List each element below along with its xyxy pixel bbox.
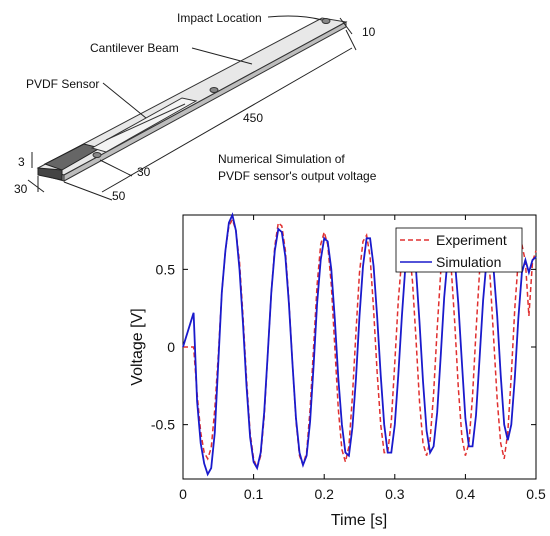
- dim-width-label: 10: [362, 25, 376, 39]
- dim-length-label: 450: [243, 111, 263, 125]
- x-tick-label: 0.1: [244, 486, 264, 502]
- y-tick-label: -0.5: [151, 417, 175, 433]
- clamp-front: [37, 167, 63, 181]
- x-tick-label: 0.3: [385, 486, 405, 502]
- dim-clamp-width-label: 30: [14, 182, 28, 196]
- legend-box: [395, 227, 523, 273]
- dim-clamp-width-line: [27, 179, 45, 193]
- y-tick-label: 0: [167, 339, 175, 355]
- cantilever-beam-label: Cantilever Beam: [90, 41, 179, 55]
- x-tick-label: 0.2: [314, 486, 334, 502]
- dim-clamp-length-label: 50: [112, 189, 126, 203]
- sensor-edge: [105, 103, 186, 141]
- y-axis-label: Voltage [V]: [129, 308, 146, 385]
- x-tick-label: 0.4: [456, 486, 476, 502]
- beam-hole-1: [92, 152, 102, 158]
- series-group: [182, 212, 537, 477]
- beam-leader: [191, 47, 253, 65]
- legend: Experiment Simulation: [395, 227, 523, 273]
- dim-sensor-offset-label: 30: [137, 165, 151, 179]
- legend-label-experiment: Experiment: [436, 232, 507, 248]
- impact-location-label: Impact Location: [177, 11, 262, 25]
- series-line-simulation: [182, 212, 537, 477]
- dim-length-line: [101, 47, 353, 193]
- pvdf-sensor: [90, 97, 198, 153]
- x-tick-label: 0.5: [526, 486, 546, 502]
- series-line-experiment: [183, 217, 537, 471]
- voltage-chart: 0 0.1 0.2 0.3 0.4 0.5 0.5 0 -0.5 Time [s] Volta…: [129, 212, 546, 529]
- y-tick-label: 0.5: [156, 261, 176, 277]
- dim-clamp-length-line: [63, 181, 113, 201]
- dim-width-line: [339, 17, 353, 35]
- x-axis: 0 0.1 0.2 0.3 0.4 0.5: [179, 215, 546, 502]
- pvdf-sensor-label: PVDF Sensor: [26, 77, 99, 91]
- caption-line-2: PVDF sensor's output voltage: [218, 169, 377, 183]
- dim-sensor-offset-line: [99, 159, 133, 177]
- legend-label-simulation: Simulation: [436, 254, 501, 270]
- dim-thickness-label: 3: [18, 155, 25, 169]
- cantilever-diagram: Impact Location Cantilever Beam PVDF Sen…: [14, 11, 377, 203]
- x-axis-label: Time [s]: [331, 512, 387, 529]
- x-tick-label: 0: [179, 486, 187, 502]
- beam-hole-impact: [321, 18, 331, 24]
- sensor-leader: [102, 82, 147, 119]
- impact-leader: [267, 15, 323, 21]
- beam-hole-2: [209, 87, 219, 93]
- caption-line-1: Numerical Simulation of: [218, 152, 345, 166]
